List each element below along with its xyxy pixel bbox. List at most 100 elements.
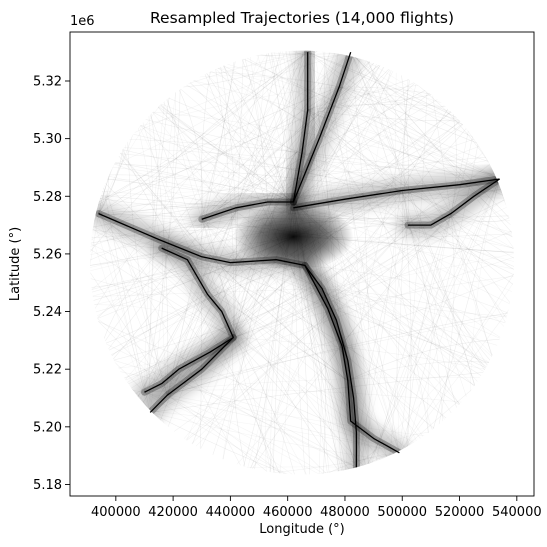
- trajectory-line: [350, 51, 514, 247]
- trajectory-line: [233, 226, 514, 338]
- trajectory-line: [407, 224, 498, 370]
- trajectory-line: [181, 74, 294, 208]
- trajectory-line: [347, 361, 501, 381]
- trajectory-line: [201, 50, 312, 220]
- trajectory-line: [307, 109, 492, 380]
- trajectory-line: [157, 92, 403, 191]
- trajectory-line: [167, 50, 311, 396]
- trajectory-line: [99, 190, 403, 356]
- trajectory-line: [164, 87, 203, 220]
- x-tick-label: 440000: [206, 505, 256, 520]
- trajectory-line: [144, 75, 181, 393]
- trajectory-series-line: [408, 178, 500, 226]
- trajectory-line: [167, 394, 338, 475]
- trajectory-series-line: [98, 213, 358, 468]
- trajectory-line: [402, 178, 500, 461]
- trajectory-line: [399, 78, 428, 453]
- trajectory-line: [167, 394, 440, 439]
- trajectory-line: [103, 265, 305, 363]
- plot-area: [70, 32, 534, 496]
- trajectory-series-line: [149, 337, 234, 413]
- trajectory-line: [347, 338, 512, 381]
- y-tick-label: 5.22: [33, 363, 62, 378]
- trajectory-series-line: [201, 201, 294, 220]
- trajectory-line: [187, 224, 409, 455]
- trajectory-line: [132, 52, 308, 407]
- trajectory-line: [142, 106, 294, 203]
- trajectory-line: [90, 51, 308, 214]
- trajectory-line: [201, 57, 389, 220]
- x-tick-label: 540000: [492, 505, 542, 520]
- trajectory-line: [304, 265, 499, 368]
- trajectory-line: [364, 50, 409, 226]
- y-tick-label: 5.20: [33, 420, 62, 435]
- trajectory-line: [201, 57, 389, 220]
- y-tick-label: 5.26: [33, 247, 62, 262]
- trajectory-line: [233, 274, 514, 338]
- trajectory-series-line: [292, 52, 309, 203]
- trajectory-line: [450, 213, 497, 372]
- trajectory-line: [234, 50, 500, 180]
- trajectory-line: [248, 50, 268, 203]
- trajectory-line: [115, 51, 351, 142]
- y-axis: 5.18 5.20 5.22 5.24 5.26 5.28 5.30 5.32: [33, 74, 70, 493]
- trajectory-line: [229, 52, 500, 180]
- trajectory-line: [210, 59, 500, 180]
- hub-density: [233, 202, 354, 271]
- x-axis: 400000 420000 440000 460000 480000 500000 5200…: [91, 496, 542, 520]
- trajectory-line: [307, 51, 485, 136]
- x-tick-label: 420000: [148, 505, 198, 520]
- trajectory-line: [150, 412, 315, 475]
- trajectory-line: [350, 51, 514, 264]
- trajectory-series-line: [304, 265, 400, 454]
- trajectory-line: [450, 213, 498, 370]
- trajectory-line: [233, 50, 244, 338]
- x-tick-label: 400000: [91, 505, 141, 520]
- x-tick-label: 480000: [320, 505, 370, 520]
- trajectory-line: [399, 62, 409, 226]
- trajectory-line: [90, 51, 308, 266]
- trajectory-line: [399, 129, 481, 453]
- trajectory-line: [307, 109, 514, 293]
- trajectory-line: [356, 67, 409, 468]
- trajectory-line: [90, 238, 234, 338]
- trajectory-line: [184, 73, 294, 203]
- trajectory-line: [90, 275, 234, 338]
- y-tick-label: 5.18: [33, 478, 62, 493]
- y-tick-label: 5.24: [33, 305, 62, 320]
- trajectory-line: [90, 309, 357, 468]
- trajectory-line: [233, 337, 497, 372]
- trajectory-line: [321, 288, 514, 318]
- trajectory-line: [213, 58, 235, 338]
- x-tick-label: 460000: [263, 505, 313, 520]
- trajectory-line: [394, 60, 400, 453]
- trajectory-line: [98, 50, 319, 214]
- trajectory-series-line: [292, 51, 352, 203]
- trajectory-line: [150, 412, 401, 463]
- trajectory-line: [161, 247, 285, 475]
- trajectory-line: [167, 394, 296, 475]
- trajectory-line: [242, 50, 268, 203]
- y-tick-label: 5.30: [33, 132, 62, 147]
- y-offset-label: 1e6: [70, 14, 95, 29]
- trajectory-line: [129, 121, 403, 191]
- trajectory-line: [246, 190, 403, 475]
- trajectory-line: [98, 74, 423, 214]
- trajectory-line: [427, 213, 452, 446]
- trajectory-line: [150, 99, 403, 191]
- trajectory-line: [200, 58, 213, 220]
- trajectory-line: [321, 120, 474, 289]
- trajectory-line: [350, 52, 370, 475]
- trajectory-line: [90, 51, 308, 322]
- trajectory-line: [99, 169, 168, 396]
- trajectory-series-line: [293, 178, 500, 209]
- trajectory-line: [338, 86, 431, 445]
- trajectory-line: [201, 50, 236, 220]
- trajectory-line: [171, 81, 294, 203]
- y-axis-label: Latitude (°): [8, 227, 23, 301]
- x-axis-label: Longitude (°): [259, 522, 344, 537]
- trajectory-line: [201, 63, 500, 180]
- trajectory-line: [126, 124, 168, 396]
- trajectory-line: [407, 225, 444, 435]
- plot-frame: [69, 31, 535, 497]
